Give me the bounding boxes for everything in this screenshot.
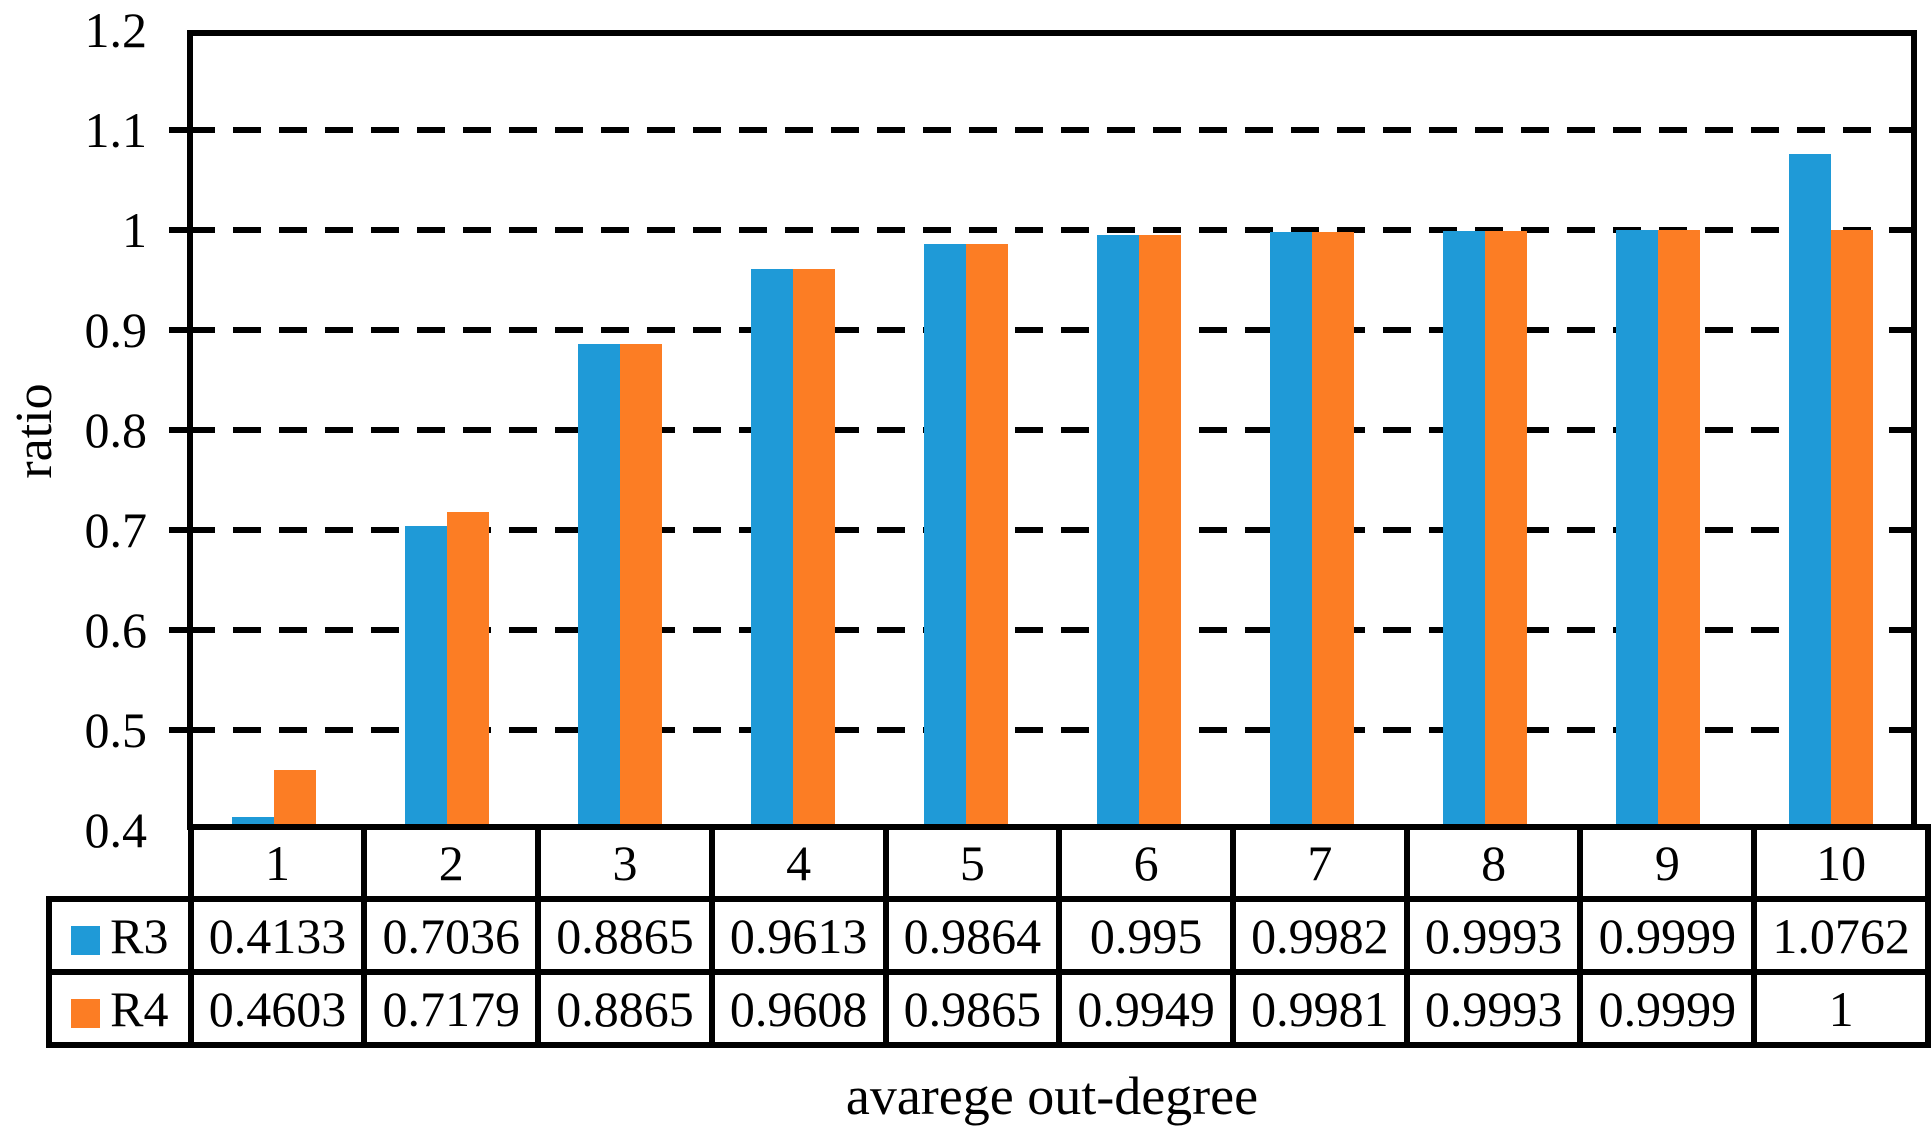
bar-r3-cat7 [1269, 231, 1312, 830]
y-tick-label: 0.8 [84, 402, 148, 458]
value-cell-r4-cat1: 0.4603 [187, 969, 368, 1048]
value-cell-r4-cat7: 0.9981 [1230, 969, 1410, 1048]
value-cell-r3-cat1: 0.4133 [187, 896, 368, 975]
legend-label-r4: R4 [110, 980, 169, 1037]
value-cell-r3-cat10: 1.0762 [1751, 896, 1931, 975]
bar-r4-cat6 [1138, 235, 1181, 830]
y-tick-mark [169, 227, 187, 233]
value-cell-r3-cat4: 0.9613 [708, 896, 889, 975]
category-header-10: 10 [1751, 824, 1931, 902]
category-header-7: 7 [1230, 824, 1410, 902]
gridline [187, 627, 1917, 633]
bar-r4-cat7 [1311, 231, 1354, 830]
value-cell-r3-cat6: 0.995 [1056, 896, 1237, 975]
category-header-5: 5 [882, 824, 1063, 902]
y-tick-mark [169, 627, 187, 633]
bar-r3-cat9 [1615, 230, 1658, 830]
category-header-2: 2 [361, 824, 542, 902]
value-cell-r4-cat2: 0.7179 [361, 969, 542, 1048]
value-cell-r4-cat4: 0.9608 [708, 969, 889, 1048]
gridline [187, 327, 1917, 333]
value-cell-r4-cat5: 0.9865 [882, 969, 1063, 1048]
y-tick-label: 1.1 [84, 102, 148, 158]
y-tick-label: 0.4 [84, 802, 148, 858]
bar-r4-cat4 [792, 269, 835, 830]
y-tick-mark [169, 527, 187, 533]
category-header-3: 3 [535, 824, 715, 902]
category-header-9: 9 [1577, 824, 1758, 902]
plot-area [187, 30, 1917, 830]
bar-r4-cat10 [1830, 230, 1873, 830]
gridline [187, 127, 1917, 133]
y-tick-label: 1 [122, 202, 147, 258]
bar-r3-cat8 [1442, 230, 1485, 830]
value-cell-r4-cat10: 1 [1751, 969, 1931, 1048]
category-header-1: 1 [187, 824, 368, 902]
legend-label-r3: R3 [110, 907, 169, 964]
y-tick-label: 0.5 [84, 702, 148, 758]
value-cell-r4-cat6: 0.9949 [1056, 969, 1237, 1048]
bar-r3-cat3 [577, 343, 620, 830]
y-tick-label: 0.9 [84, 302, 148, 358]
gridline [187, 227, 1917, 233]
bar-r4-cat2 [446, 512, 489, 830]
table-corner-blank [49, 827, 191, 899]
value-cell-r4-cat8: 0.9993 [1403, 969, 1584, 1048]
data-table: 1 2 3 4 5 6 7 8 9 10 R3 0.4133 0.7036 0.8865 0.9613 0.9… [46, 824, 1931, 1048]
y-tick-mark [169, 127, 187, 133]
bar-r3-cat5 [923, 243, 966, 830]
value-cell-r3-cat3: 0.8865 [535, 896, 715, 975]
value-cell-r3-cat2: 0.7036 [361, 896, 542, 975]
y-tick-mark [169, 727, 187, 733]
y-tick-mark [169, 427, 187, 433]
gridline [187, 527, 1917, 533]
value-cell-r3-cat5: 0.9864 [882, 896, 1063, 975]
bar-r4-cat3 [619, 343, 662, 830]
x-axis-label: avarege out-degree [845, 1066, 1259, 1126]
value-cell-r4-cat3: 0.8865 [535, 969, 715, 1048]
bar-r3-cat4 [750, 268, 793, 830]
value-cell-r3-cat7: 0.9982 [1230, 896, 1410, 975]
bar-r4-cat5 [965, 243, 1008, 830]
legend-cell-r4: R4 [46, 969, 194, 1048]
bar-r4-cat1 [273, 769, 316, 830]
value-cell-r3-cat8: 0.9993 [1403, 896, 1584, 975]
bar-r3-cat2 [404, 526, 447, 830]
bar-r4-cat8 [1484, 230, 1527, 830]
gridline [187, 727, 1917, 733]
value-cell-r3-cat9: 0.9999 [1577, 896, 1758, 975]
category-header-4: 4 [708, 824, 889, 902]
legend-swatch-r4 [71, 998, 101, 1028]
y-tick-label: 1.2 [84, 2, 148, 58]
bar-r3-cat10 [1788, 153, 1831, 830]
y-tick-label: 0.6 [84, 602, 148, 658]
y-tick-mark [169, 327, 187, 333]
bar-r4-cat9 [1657, 230, 1700, 830]
gridline [187, 427, 1917, 433]
category-header-6: 6 [1056, 824, 1237, 902]
legend-swatch-r3 [71, 925, 101, 955]
category-header-8: 8 [1403, 824, 1584, 902]
y-tick-label: 0.7 [84, 502, 148, 558]
bar-r3-cat6 [1096, 235, 1139, 830]
value-cell-r4-cat9: 0.9999 [1577, 969, 1758, 1048]
legend-cell-r3: R3 [46, 896, 194, 975]
